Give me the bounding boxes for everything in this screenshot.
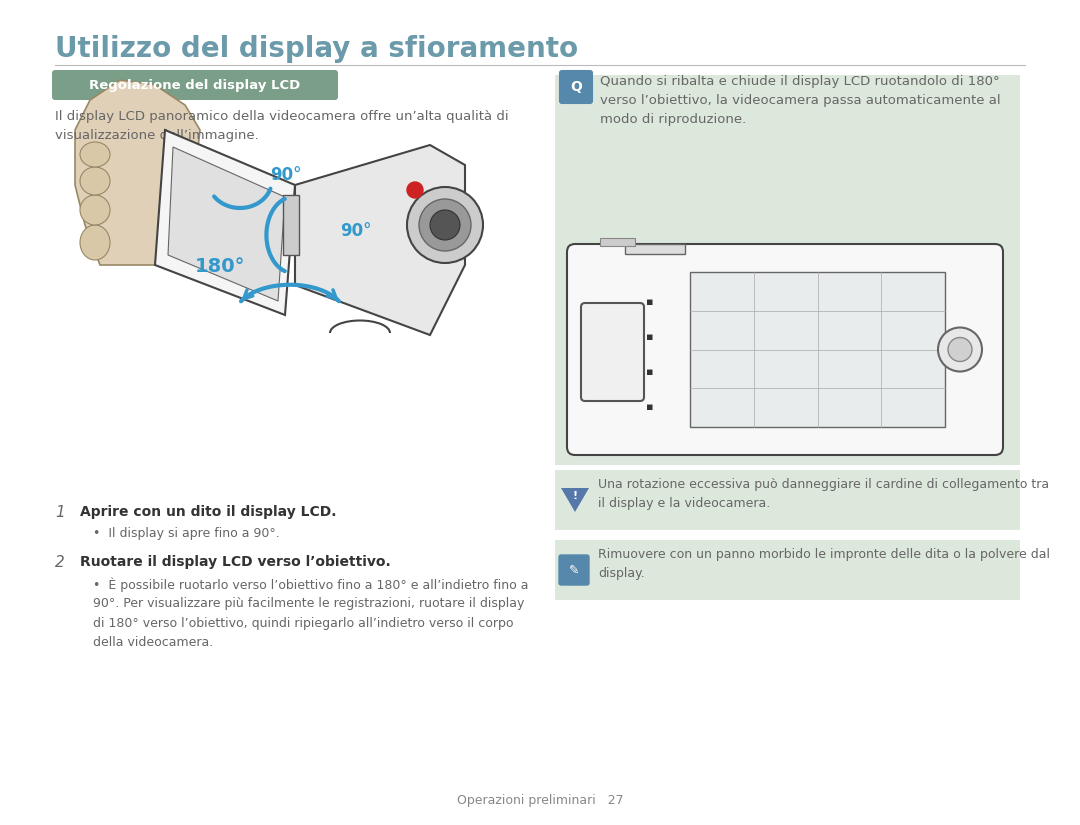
Circle shape: [407, 182, 423, 198]
Ellipse shape: [80, 142, 110, 167]
FancyBboxPatch shape: [52, 70, 338, 100]
Text: •  Il display si apre fino a 90°.: • Il display si apre fino a 90°.: [93, 527, 280, 540]
Text: 180°: 180°: [195, 257, 245, 276]
FancyBboxPatch shape: [555, 540, 1020, 600]
FancyBboxPatch shape: [559, 555, 589, 585]
Ellipse shape: [80, 195, 110, 225]
FancyBboxPatch shape: [581, 303, 644, 401]
Text: ▪: ▪: [646, 297, 653, 307]
Text: Operazioni preliminari   27: Operazioni preliminari 27: [457, 794, 623, 807]
Text: ✎: ✎: [569, 563, 579, 577]
Text: 2: 2: [55, 555, 65, 570]
Text: 90°: 90°: [270, 166, 301, 184]
Text: ▪: ▪: [646, 367, 653, 377]
Text: ▪: ▪: [646, 402, 653, 412]
Text: 90°: 90°: [340, 222, 372, 240]
Text: 1: 1: [55, 505, 65, 520]
Polygon shape: [561, 488, 589, 512]
Text: Ruotare il display LCD verso l’obiettivo.: Ruotare il display LCD verso l’obiettivo…: [80, 555, 391, 569]
Polygon shape: [75, 80, 200, 265]
Circle shape: [419, 199, 471, 251]
Circle shape: [939, 328, 982, 371]
Circle shape: [407, 187, 483, 263]
FancyBboxPatch shape: [561, 71, 592, 103]
Circle shape: [430, 210, 460, 240]
FancyBboxPatch shape: [555, 470, 1020, 530]
Text: Q: Q: [570, 80, 582, 94]
Text: Regolazione del display LCD: Regolazione del display LCD: [90, 78, 300, 92]
FancyBboxPatch shape: [567, 244, 1003, 455]
Text: Utilizzo del display a sfioramento: Utilizzo del display a sfioramento: [55, 35, 578, 63]
FancyBboxPatch shape: [555, 75, 1020, 465]
Bar: [625, 244, 685, 254]
Ellipse shape: [80, 225, 110, 260]
Text: Rimuovere con un panno morbido le impronte delle dita o la polvere dal
display.: Rimuovere con un panno morbido le impron…: [598, 548, 1050, 579]
Text: Quando si ribalta e chiude il display LCD ruotandolo di 180°
verso l’obiettivo, : Quando si ribalta e chiude il display LC…: [600, 75, 1001, 126]
Bar: [600, 238, 635, 246]
Bar: [690, 272, 945, 427]
Text: ▪: ▪: [646, 332, 653, 342]
Polygon shape: [168, 147, 285, 301]
Ellipse shape: [80, 167, 110, 195]
Text: Aprire con un dito il display LCD.: Aprire con un dito il display LCD.: [80, 505, 337, 519]
Text: Una rotazione eccessiva può danneggiare il cardine di collegamento tra
il displa: Una rotazione eccessiva può danneggiare …: [598, 478, 1049, 510]
Text: •  È possibile ruotarlo verso l’obiettivo fino a 180° e all’indietro fino a
90°.: • È possibile ruotarlo verso l’obiettivo…: [93, 577, 528, 648]
Polygon shape: [295, 145, 465, 335]
Text: !: !: [572, 491, 578, 501]
Circle shape: [948, 337, 972, 361]
Text: Il display LCD panoramico della videocamera offre un’alta qualità di
visualizzaz: Il display LCD panoramico della videocam…: [55, 110, 509, 142]
Bar: [283, 195, 299, 255]
Polygon shape: [156, 130, 295, 315]
